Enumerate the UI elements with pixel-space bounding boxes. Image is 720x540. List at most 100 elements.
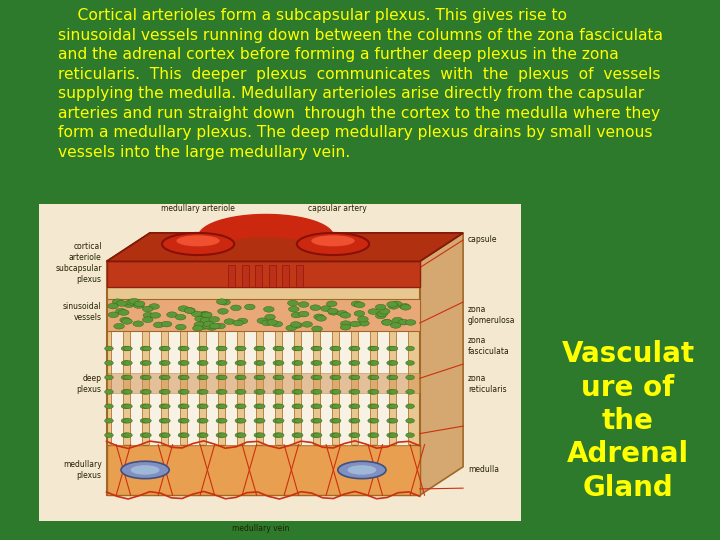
Ellipse shape: [209, 316, 220, 322]
Ellipse shape: [332, 389, 341, 394]
Ellipse shape: [120, 317, 130, 323]
Ellipse shape: [368, 361, 377, 366]
Ellipse shape: [349, 404, 358, 409]
Ellipse shape: [238, 404, 246, 409]
Ellipse shape: [104, 361, 113, 366]
Ellipse shape: [330, 361, 338, 366]
Ellipse shape: [351, 361, 360, 366]
Ellipse shape: [400, 305, 411, 310]
Ellipse shape: [159, 404, 168, 409]
Ellipse shape: [313, 389, 322, 394]
Ellipse shape: [332, 361, 341, 366]
Text: zona
reticularis: zona reticularis: [468, 374, 507, 394]
Ellipse shape: [199, 346, 208, 351]
Ellipse shape: [162, 233, 234, 255]
Ellipse shape: [332, 404, 341, 409]
Ellipse shape: [197, 418, 206, 423]
Ellipse shape: [192, 326, 203, 331]
Ellipse shape: [235, 433, 243, 437]
Ellipse shape: [370, 404, 379, 409]
Ellipse shape: [349, 375, 358, 380]
Ellipse shape: [220, 300, 230, 305]
Ellipse shape: [390, 322, 401, 328]
Ellipse shape: [159, 389, 168, 394]
Ellipse shape: [178, 404, 186, 409]
Bar: [358, 331, 370, 444]
Ellipse shape: [153, 322, 164, 328]
Ellipse shape: [104, 418, 113, 423]
Ellipse shape: [129, 299, 139, 304]
Ellipse shape: [178, 418, 186, 423]
Ellipse shape: [104, 375, 113, 380]
Ellipse shape: [210, 323, 220, 329]
Bar: [282, 331, 294, 444]
Ellipse shape: [237, 318, 248, 324]
Ellipse shape: [178, 361, 186, 366]
Ellipse shape: [289, 306, 299, 312]
Ellipse shape: [181, 346, 189, 351]
Ellipse shape: [273, 375, 282, 380]
Ellipse shape: [245, 304, 255, 310]
Ellipse shape: [292, 361, 301, 366]
Ellipse shape: [181, 389, 189, 394]
Ellipse shape: [351, 433, 360, 437]
Bar: [282, 265, 289, 287]
Ellipse shape: [218, 389, 227, 394]
Ellipse shape: [273, 433, 282, 437]
Ellipse shape: [178, 389, 186, 394]
Ellipse shape: [215, 323, 225, 329]
Text: zona
fasciculata: zona fasciculata: [468, 336, 510, 356]
Bar: [107, 261, 420, 287]
Ellipse shape: [218, 433, 227, 437]
Ellipse shape: [124, 389, 132, 394]
Ellipse shape: [313, 346, 322, 351]
Ellipse shape: [256, 404, 265, 409]
Ellipse shape: [264, 307, 274, 312]
Ellipse shape: [238, 361, 246, 366]
Ellipse shape: [379, 308, 390, 314]
Ellipse shape: [311, 389, 320, 394]
Ellipse shape: [238, 418, 246, 423]
Ellipse shape: [217, 299, 227, 305]
Bar: [228, 265, 235, 287]
Ellipse shape: [332, 418, 341, 423]
Ellipse shape: [340, 313, 351, 318]
Ellipse shape: [121, 389, 130, 394]
Ellipse shape: [406, 361, 415, 366]
Bar: [225, 331, 237, 444]
Ellipse shape: [217, 308, 228, 314]
Ellipse shape: [292, 389, 301, 394]
Ellipse shape: [121, 461, 169, 478]
Text: cortical
arteriole: cortical arteriole: [69, 242, 102, 261]
Ellipse shape: [121, 361, 130, 366]
Ellipse shape: [292, 346, 301, 351]
Ellipse shape: [124, 346, 132, 351]
Ellipse shape: [390, 389, 398, 394]
Ellipse shape: [326, 301, 337, 307]
Ellipse shape: [313, 433, 322, 437]
Ellipse shape: [320, 306, 331, 312]
Ellipse shape: [218, 375, 227, 380]
Bar: [301, 331, 313, 444]
Ellipse shape: [275, 404, 284, 409]
Ellipse shape: [399, 303, 410, 309]
Ellipse shape: [310, 305, 320, 310]
Ellipse shape: [184, 308, 195, 313]
Ellipse shape: [377, 311, 387, 317]
Ellipse shape: [216, 361, 225, 366]
Ellipse shape: [121, 404, 130, 409]
Ellipse shape: [143, 317, 153, 322]
Ellipse shape: [199, 418, 208, 423]
Ellipse shape: [112, 299, 123, 305]
Ellipse shape: [256, 346, 265, 351]
Ellipse shape: [175, 314, 186, 320]
Ellipse shape: [273, 346, 282, 351]
Ellipse shape: [291, 312, 302, 318]
Ellipse shape: [292, 322, 302, 328]
Ellipse shape: [140, 389, 149, 394]
Ellipse shape: [294, 404, 303, 409]
Ellipse shape: [382, 319, 392, 325]
Ellipse shape: [108, 312, 119, 318]
Ellipse shape: [261, 320, 272, 326]
Ellipse shape: [390, 346, 398, 351]
